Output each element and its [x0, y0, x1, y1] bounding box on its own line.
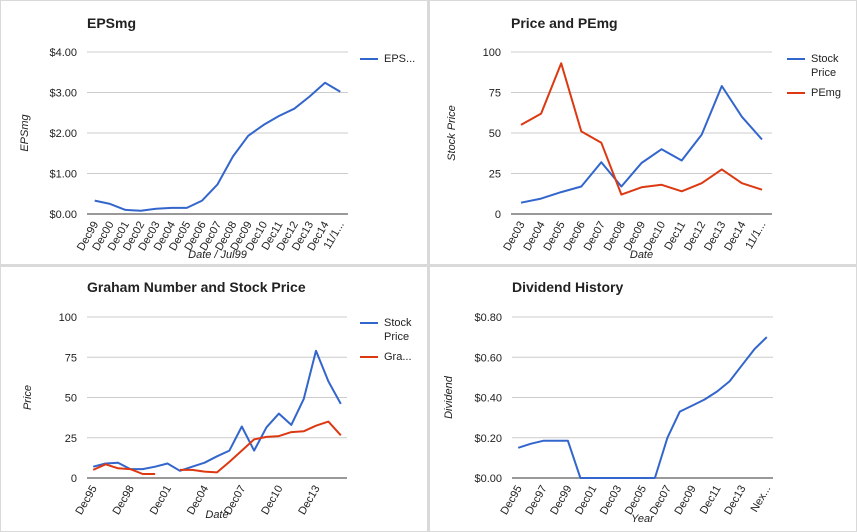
- y-tick-label: $1.00: [49, 169, 77, 181]
- line-series: [520, 62, 763, 196]
- y-tick-label: 100: [59, 312, 77, 324]
- legend-label: EPS...: [384, 53, 416, 65]
- legend-item: Gra...: [360, 350, 430, 364]
- y-tick-label: $0.80: [474, 312, 502, 324]
- y-tick-label: $0.20: [474, 433, 502, 445]
- line-series: [517, 336, 768, 479]
- y-tick-label: 25: [489, 169, 501, 181]
- legend-label: PEmg: [811, 87, 841, 99]
- y-tick-label: 0: [71, 473, 77, 485]
- y-tick-label: 25: [65, 433, 77, 445]
- y-axis-label: Dividend: [443, 375, 455, 419]
- x-axis-label: Date / Jul99: [188, 249, 247, 261]
- legend-item: Stock Price: [787, 52, 857, 80]
- chart-title: Dividend History: [512, 279, 623, 295]
- chart-title: EPSmg: [87, 15, 136, 31]
- y-tick-label: 75: [489, 88, 501, 100]
- y-tick-label: $0.00: [474, 473, 502, 485]
- y-tick-label: $0.60: [474, 352, 502, 364]
- x-axis-label: Date: [205, 509, 228, 521]
- y-tick-label: $3.00: [49, 88, 77, 100]
- y-axis-label: EPSmg: [19, 113, 31, 151]
- legend-swatch: [360, 356, 378, 358]
- y-tick-label: $4.00: [49, 47, 77, 59]
- legend-label: Gra...: [384, 351, 412, 363]
- y-tick-label: $0.40: [474, 393, 502, 405]
- legend-swatch: [360, 322, 378, 324]
- line-series: [520, 85, 763, 204]
- x-axis-label: Date: [630, 249, 653, 261]
- legend-swatch: [360, 58, 378, 60]
- line-series: [92, 349, 342, 472]
- legend-swatch: [787, 92, 805, 94]
- panel: [1, 267, 427, 531]
- line-series: [92, 420, 342, 475]
- y-tick-label: 75: [65, 352, 77, 364]
- y-tick-label: $0.00: [49, 209, 77, 221]
- y-tick-label: 100: [483, 47, 501, 59]
- x-axis-label: Year: [631, 513, 655, 525]
- legend-label: Stock Price: [384, 317, 412, 343]
- legend-item: PEmg: [787, 86, 857, 100]
- y-axis-label: Price: [22, 385, 34, 410]
- y-tick-label: 50: [489, 128, 501, 140]
- legend-item: Stock Price: [360, 316, 430, 344]
- panel: [430, 267, 856, 531]
- legend-swatch: [787, 58, 805, 60]
- chart-title: Graham Number and Stock Price: [87, 279, 306, 295]
- chart-title: Price and PEmg: [511, 15, 618, 31]
- y-tick-label: $2.00: [49, 128, 77, 140]
- y-tick-label: 0: [495, 209, 501, 221]
- legend-item: EPS...: [360, 52, 430, 66]
- y-axis-label: Stock Price: [446, 105, 458, 161]
- line-series: [94, 81, 341, 212]
- y-tick-label: 50: [65, 393, 77, 405]
- legend-label: Stock Price: [811, 53, 839, 79]
